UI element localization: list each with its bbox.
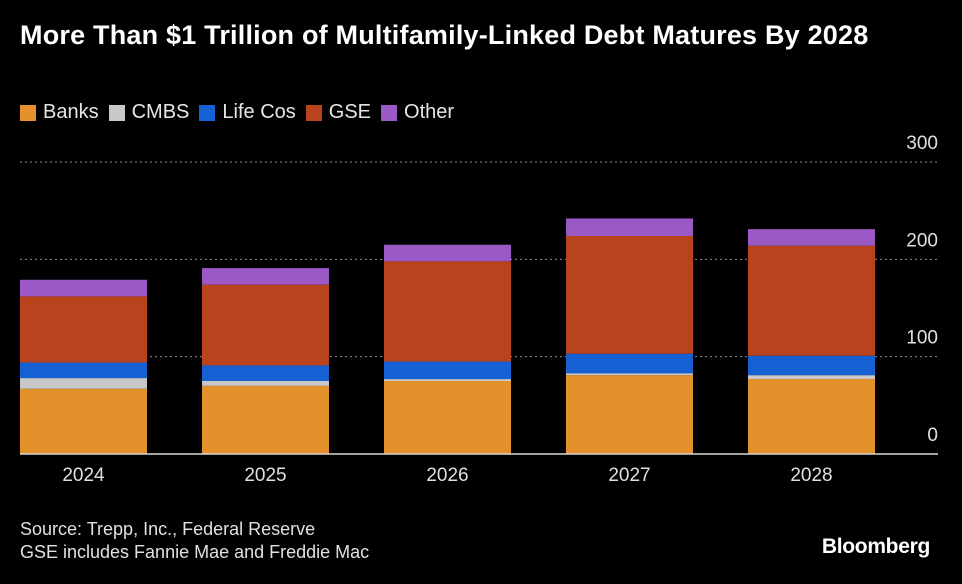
bar-2024-banks — [20, 388, 147, 454]
gse-note: GSE includes Fannie Mae and Freddie Mac — [20, 542, 370, 562]
y-tick-label-100: 100 — [906, 328, 938, 349]
legend-swatch-gse — [305, 104, 322, 121]
x-tick-label-2028: 2028 — [790, 465, 832, 486]
bar-2027-life-cos — [566, 353, 693, 374]
bar-2028-gse — [748, 245, 875, 356]
bar-2026-other — [384, 244, 511, 262]
x-tick-label-2025: 2025 — [244, 465, 286, 486]
chart-title: More Than $1 Trillion of Multifamily-Lin… — [20, 20, 869, 50]
bar-2028-cmbs — [748, 375, 875, 380]
bar-2026-banks — [384, 381, 511, 454]
legend-swatch-life-cos — [199, 104, 216, 121]
legend-swatch-other — [381, 104, 398, 121]
bar-2027-gse — [566, 235, 693, 354]
bar-2026-gse — [384, 261, 511, 362]
y-tick-label-200: 200 — [906, 230, 938, 251]
chart-footer: Source: Trepp, Inc., Federal Reserve GSE… — [20, 518, 369, 564]
legend-item-banks: Banks — [20, 101, 99, 124]
bar-2027-other — [566, 218, 693, 236]
bar-2027-banks — [566, 375, 693, 454]
bar-2026-life-cos — [384, 361, 511, 380]
legend-label-life-cos: Life Cos — [222, 101, 296, 123]
bar-2026-cmbs — [384, 379, 511, 381]
bar-2024-gse — [20, 296, 147, 363]
legend-item-life-cos: Life Cos — [199, 101, 296, 124]
legend-item-cmbs: CMBS — [108, 101, 190, 124]
bar-2028-other — [748, 229, 875, 246]
bar-2024-cmbs — [20, 378, 147, 389]
bar-2025-banks — [202, 385, 329, 454]
x-tick-label-2027: 2027 — [608, 465, 650, 486]
legend: Banks CMBS Life Cos GSE Other — [20, 101, 464, 124]
x-tick-label-2024: 2024 — [62, 465, 105, 486]
bar-2027-cmbs — [566, 373, 693, 376]
bar-2025-cmbs — [202, 381, 329, 386]
legend-label-gse: GSE — [328, 101, 372, 123]
y-tick-label-300: 300 — [906, 133, 938, 154]
legend-item-gse: GSE — [305, 101, 372, 124]
bar-2028-life-cos — [748, 355, 875, 376]
legend-label-other: Other — [404, 101, 455, 123]
legend-swatch-cmbs — [108, 104, 125, 121]
bar-2025-gse — [202, 284, 329, 366]
bar-2024-life-cos — [20, 362, 147, 379]
legend-swatch-banks — [20, 104, 36, 121]
y-tick-label-0: 0 — [927, 425, 938, 446]
bar-2025-life-cos — [202, 365, 329, 381]
bar-2028-banks — [748, 379, 875, 454]
legend-label-banks: Banks — [43, 101, 99, 123]
legend-label-cmbs: CMBS — [131, 101, 190, 123]
x-tick-label-2026: 2026 — [426, 465, 468, 486]
bar-2024-other — [20, 279, 147, 297]
bloomberg-logo: Bloomberg — [821, 535, 930, 558]
source-note: Source: Trepp, Inc., Federal Reserve — [20, 519, 316, 539]
bar-2025-other — [202, 268, 329, 285]
legend-item-other: Other — [381, 101, 454, 124]
